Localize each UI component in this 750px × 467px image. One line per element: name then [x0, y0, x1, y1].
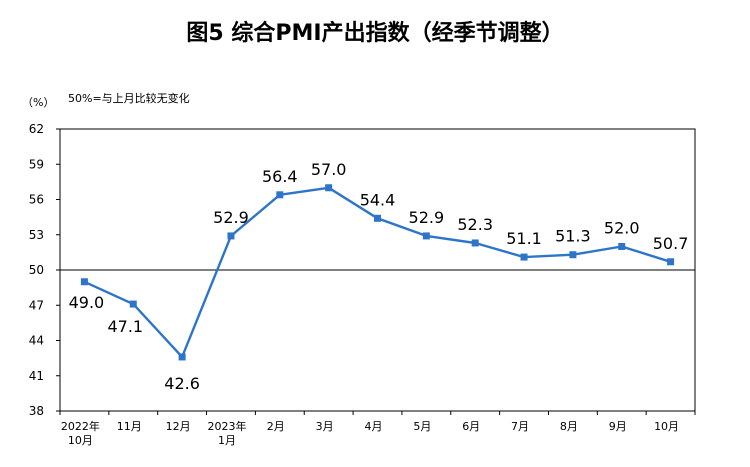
x-tick-label: 10月: [654, 420, 679, 433]
y-tick-label: 44: [29, 334, 44, 348]
data-label: 57.0: [311, 160, 347, 179]
x-tick-label: 4月: [365, 420, 383, 433]
x-tick-label: 8月: [560, 420, 578, 433]
data-point: [520, 253, 528, 261]
data-point: [667, 258, 675, 266]
data-point: [471, 239, 479, 247]
data-point: [569, 251, 577, 259]
y-tick-label: 50: [29, 263, 44, 277]
y-tick-label: 53: [29, 228, 44, 242]
y-tick-label: 59: [29, 157, 44, 171]
data-label: 52.3: [457, 215, 493, 234]
data-label: 51.1: [506, 229, 542, 248]
data-point: [178, 353, 186, 361]
data-label: 49.0: [69, 293, 105, 312]
x-tick-label: 1月: [218, 434, 236, 447]
chart-title: 图5 综合PMI产出指数（经季节调整）: [186, 20, 563, 46]
y-unit-label: （%）: [22, 96, 54, 109]
data-label: 52.9: [213, 208, 249, 227]
data-point: [374, 214, 381, 222]
data-label: 51.3: [555, 227, 591, 246]
baseline-note: 50%=与上月比较无变化: [68, 91, 190, 105]
series-line: [83, 186, 671, 359]
data-label: 50.7: [653, 234, 689, 253]
data-point: [227, 232, 235, 240]
data-point: [325, 184, 333, 192]
x-tick-label: 5月: [413, 420, 431, 433]
y-tick-label: 47: [29, 298, 44, 312]
x-tick-label: 6月: [462, 420, 480, 433]
data-point: [276, 191, 284, 199]
x-tick-label: 9月: [609, 420, 627, 433]
y-tick-label: 56: [29, 193, 44, 207]
x-tick-label: 2023年: [207, 419, 246, 433]
x-tick-label: 7月: [511, 420, 529, 433]
x-tick-label: 2022年: [61, 419, 100, 433]
data-label: 52.0: [604, 219, 640, 238]
data-point: [618, 243, 626, 250]
data-point: [80, 278, 88, 286]
data-point: [422, 232, 430, 240]
data-point: [129, 300, 137, 308]
data-label: 52.9: [409, 208, 445, 227]
x-tick-label: 3月: [316, 420, 334, 433]
y-tick-label: 62: [29, 122, 44, 136]
x-tick-label: 11月: [117, 420, 142, 433]
data-label: 56.4: [262, 167, 298, 186]
x-tick-label: 10月: [68, 434, 93, 447]
data-label: 47.1: [107, 317, 143, 336]
x-tick-label: 2月: [267, 420, 285, 433]
x-tick-label: 12月: [166, 420, 191, 433]
data-label: 42.6: [164, 374, 200, 393]
y-tick-label: 38: [29, 404, 44, 418]
data-label: 54.4: [360, 190, 396, 209]
y-tick-label: 41: [29, 369, 44, 383]
